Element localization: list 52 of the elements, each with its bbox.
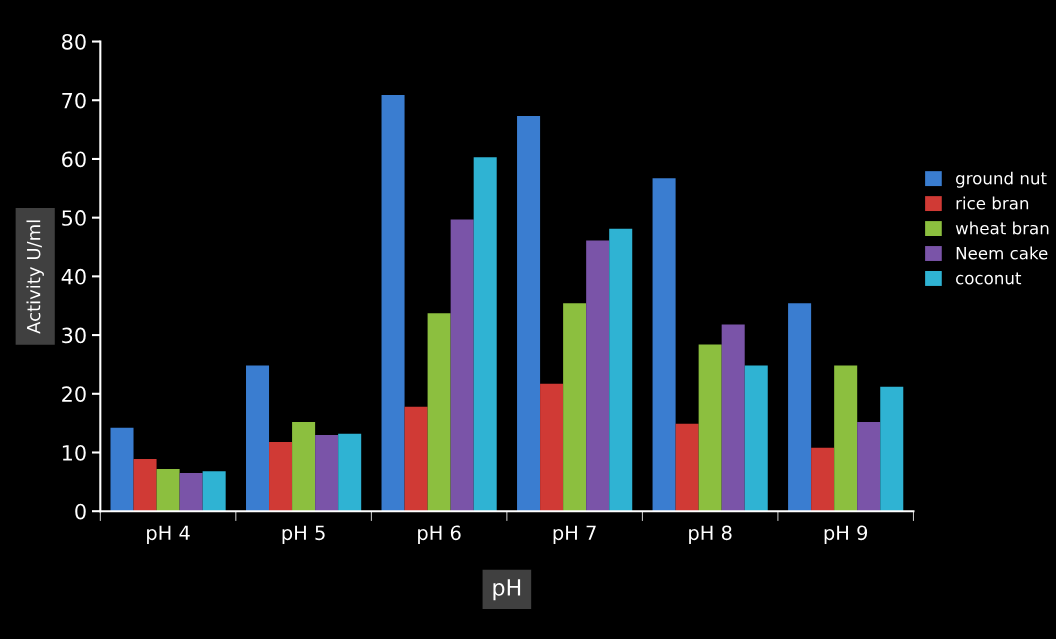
bar (652, 178, 676, 512)
bar (427, 313, 451, 512)
y-tick-label: 80 (62, 33, 86, 50)
bar (880, 386, 904, 512)
bar (202, 471, 226, 512)
bar (338, 433, 362, 512)
y-tick-label: 10 (62, 444, 86, 461)
bar (292, 421, 316, 512)
bar (473, 157, 497, 512)
bar (156, 468, 180, 512)
x-tick-label: pH 9 (824, 525, 868, 544)
bar (744, 365, 768, 512)
bar (110, 427, 134, 512)
bar (675, 423, 699, 512)
legend-label: rice bran (956, 196, 1029, 210)
bar (698, 344, 722, 512)
y-tick-label: 50 (62, 210, 86, 226)
y-tick-label: 60 (62, 151, 86, 168)
legend-label: ground nut (956, 171, 1047, 188)
bar (834, 365, 858, 512)
bar (315, 434, 339, 512)
y-tick-label: 70 (62, 92, 86, 109)
x-tick-label: pH 8 (689, 525, 732, 544)
bar (811, 447, 835, 512)
bar (246, 365, 270, 512)
y-tick-label: 20 (62, 386, 86, 402)
y-axis-title: Activity U/ml (26, 220, 44, 334)
bar (404, 406, 428, 512)
bar (857, 421, 881, 512)
bar (450, 219, 474, 512)
bar (563, 303, 587, 512)
bar (540, 383, 564, 512)
bar (609, 228, 633, 512)
y-tick-label: 40 (61, 268, 86, 285)
x-tick-label: pH 6 (418, 525, 461, 544)
legend-label: Neem cake (956, 246, 1048, 260)
x-tick-label: pH 4 (147, 525, 190, 544)
y-tick-label: 0 (75, 503, 86, 520)
x-tick-label: pH 5 (282, 525, 325, 544)
legend-label: coconut (956, 272, 1022, 285)
bar (133, 458, 157, 512)
bar (788, 303, 812, 512)
bar (517, 116, 541, 512)
bar (179, 473, 203, 512)
x-tick-label: pH 7 (553, 525, 596, 544)
legend-label: wheat bran (955, 221, 1049, 235)
y-tick-label: 30 (62, 327, 86, 344)
bar (381, 94, 405, 512)
x-axis-title: pH (493, 579, 521, 601)
bar (721, 324, 745, 512)
bar (269, 441, 293, 512)
bar (586, 240, 610, 512)
